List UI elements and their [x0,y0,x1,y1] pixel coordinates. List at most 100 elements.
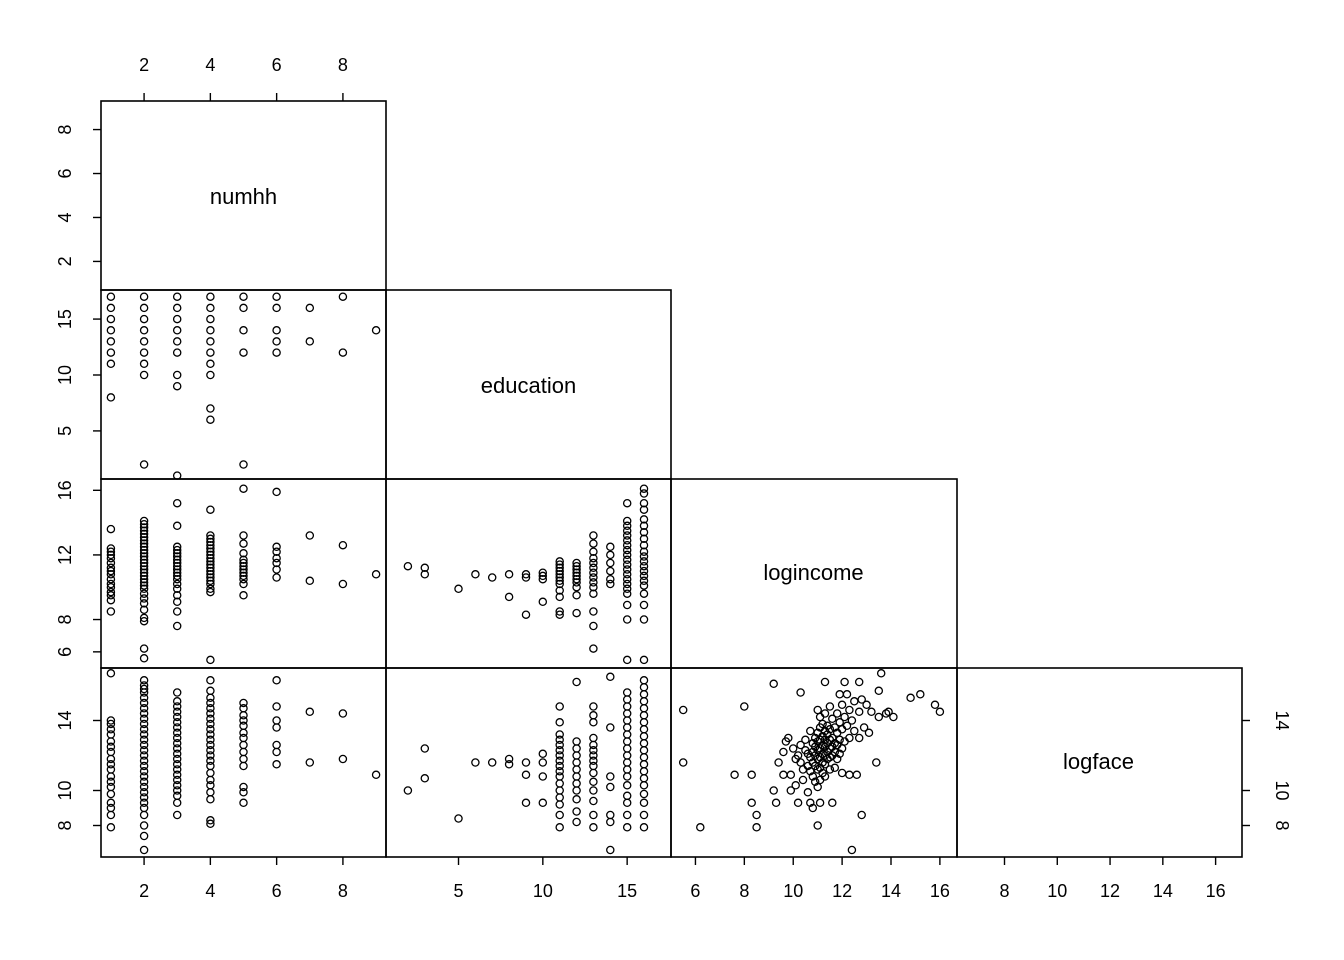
data-point [832,754,842,764]
data-point [338,540,348,550]
data-point [272,547,281,556]
data-point [305,531,315,540]
data-point [106,558,116,568]
panel-frames [100,100,1243,858]
data-point [172,521,182,531]
diag-label-numhh: numhh [210,184,277,209]
data-point [589,573,598,582]
tick-label-left_education: 15 [55,309,75,329]
data-point [206,735,215,745]
data-point [820,760,830,769]
data-point [622,589,632,598]
data-point [106,591,116,600]
tick-label-left_education: 5 [55,426,75,436]
data-point [769,679,778,689]
data-point [771,798,781,808]
data-point [572,571,581,581]
data-point [639,489,649,498]
data-point [206,563,215,573]
data-point [206,359,215,369]
data-point [272,558,281,568]
data-point [820,709,830,718]
data-point [172,584,182,594]
data-point [864,728,874,738]
data-point [206,655,215,665]
data-point [791,781,800,790]
data-point [859,723,869,732]
data-point [172,471,182,480]
data-point [521,770,531,780]
data-point [589,810,598,820]
data-point [106,754,116,764]
data-point [808,772,818,781]
data-point [555,702,564,711]
data-point [206,348,215,357]
data-point [403,561,413,571]
panel-points-logincome-vs-education [403,484,649,665]
data-point [172,292,182,301]
data-point [606,566,615,576]
data-point [606,723,615,732]
tick-label-left_logface: 14 [55,710,75,730]
data-point [106,337,116,346]
data-point [139,735,149,745]
data-point [622,555,632,565]
tick-label-left_logincome: 16 [55,480,75,500]
tick-label-bottom_logincome: 6 [690,881,700,901]
data-point [606,817,615,827]
data-point [139,821,149,830]
data-point [139,532,149,542]
data-point [172,326,182,335]
tick-label-left_numhh: 2 [55,256,75,266]
data-point [139,772,149,781]
data-point [906,693,915,703]
data-point [172,775,182,785]
data-point [272,337,281,346]
tick-label-left_numhh: 4 [55,212,75,222]
data-point [521,758,531,767]
data-point [555,823,564,832]
data-point [106,550,116,560]
data-point [206,584,215,594]
data-point [589,761,598,771]
data-point [172,348,182,357]
data-point [818,740,827,750]
data-point [835,690,844,699]
data-point [622,521,632,531]
data-point [622,709,632,718]
data-point [639,683,649,692]
data-point [572,737,581,746]
data-point [139,526,149,535]
data-point [272,303,281,313]
data-point [555,560,564,569]
data-point [555,579,564,589]
data-point [504,592,514,602]
data-point [589,756,598,766]
data-point [172,728,182,738]
data-point [206,537,215,547]
tick-label-bottom_logincome: 16 [930,881,950,901]
panel-logface-vs-logface [956,667,1243,858]
data-point [521,570,531,579]
data-point [139,545,149,555]
data-point [572,582,581,592]
data-point [139,654,149,663]
data-point [639,528,649,537]
data-point [876,669,886,678]
data-point [206,714,215,724]
data-point [798,775,808,785]
data-point [172,565,182,574]
data-point [139,558,149,568]
data-point [471,570,480,579]
tick-label-bottom_numhh: 8 [338,881,348,901]
scatter-points [106,292,945,855]
data-point [622,655,632,665]
data-point [747,798,756,808]
data-point [272,553,281,563]
data-point [678,705,688,715]
data-point [172,597,182,607]
data-point [555,570,564,579]
data-point [572,578,581,587]
data-point [239,292,248,301]
data-point [239,460,248,469]
